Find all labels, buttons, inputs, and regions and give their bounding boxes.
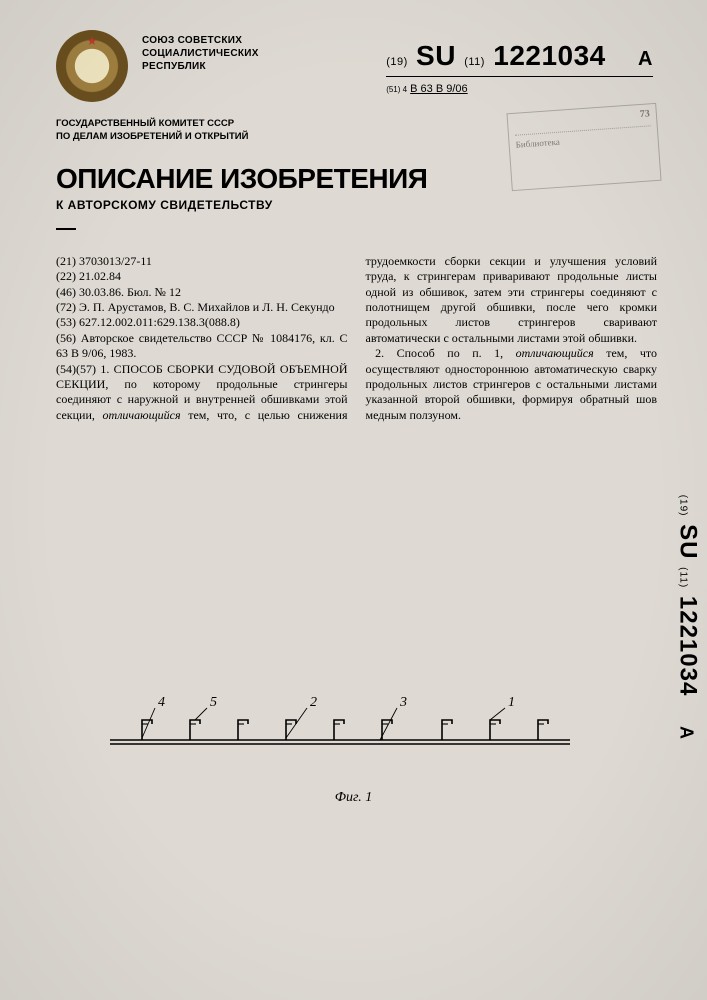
- committee-line-2: ПО ДЕЛАМ ИЗОБРЕТЕНИЙ И ОТКРЫТИЙ: [56, 131, 248, 144]
- title-main: ОПИСАНИЕ ИЗОБРЕТЕНИЯ: [56, 163, 427, 195]
- title-block: ОПИСАНИЕ ИЗОБРЕТЕНИЯ К АВТОРСКОМУ СВИДЕТ…: [56, 163, 427, 230]
- doc-number-block: (19) SU (11) 1221034 A (51) 4 B 63 B 9/0…: [386, 40, 653, 95]
- doc-number-value: 1221034: [493, 40, 606, 71]
- side-suffix: A: [676, 726, 696, 740]
- class-value: B 63 B 9/06: [410, 83, 468, 95]
- committee-name: ГОСУДАРСТВЕННЫЙ КОМИТЕТ СССР ПО ДЕЛАМ ИЗ…: [56, 118, 248, 144]
- side-number: 1221034: [674, 596, 701, 696]
- side-su: SU: [674, 524, 701, 559]
- title-sub: К АВТОРСКОМУ СВИДЕТЕЛЬСТВУ: [56, 198, 427, 212]
- doc-prefix-11: (11): [464, 56, 485, 68]
- title-rule: [56, 228, 76, 230]
- doc-su: SU: [416, 40, 456, 71]
- line-21: (21) 3703013/27-11: [56, 254, 348, 269]
- union-line-1: СОЮЗ СОВЕТСКИХ: [142, 34, 259, 47]
- claim-2-b: отличающийся: [516, 346, 594, 360]
- claim-2-a: 2. Способ по п. 1,: [375, 346, 516, 360]
- classification-line: (51) 4 B 63 B 9/06: [386, 76, 653, 95]
- line-72: (72) Э. П. Арустамов, В. С. Михайлов и Л…: [56, 300, 348, 315]
- side-prefix-11: (11): [677, 567, 688, 588]
- line-53: (53) 627.12.002.011:629.138.3(088.8): [56, 315, 348, 330]
- claim-1-b: отличающийся: [103, 408, 181, 422]
- union-name: СОЮЗ СОВЕТСКИХ СОЦИАЛИСТИЧЕСКИХ РЕСПУБЛИ…: [142, 30, 259, 73]
- figure-caption: Фиг. 1: [0, 790, 707, 806]
- committee-line-1: ГОСУДАРСТВЕННЫЙ КОМИТЕТ СССР: [56, 118, 248, 131]
- doc-prefix-19: (19): [386, 56, 408, 68]
- figure-svg: 4 5 2 3 1: [100, 680, 580, 780]
- doc-number: (19) SU (11) 1221034 A: [386, 40, 653, 72]
- line-46: (46) 30.03.86. Бюл. № 12: [56, 285, 348, 300]
- figure-1: 4 5 2 3 1: [100, 680, 580, 780]
- svg-text:4: 4: [158, 695, 165, 710]
- line-22: (22) 21.02.84: [56, 269, 348, 284]
- body-text: (21) 3703013/27-11 (22) 21.02.84 (46) 30…: [56, 254, 657, 423]
- union-line-2: СОЦИАЛИСТИЧЕСКИХ: [142, 47, 259, 60]
- svg-text:1: 1: [508, 695, 515, 710]
- svg-text:5: 5: [210, 695, 217, 710]
- side-prefix-19: (19): [677, 495, 688, 517]
- svg-text:2: 2: [310, 695, 317, 710]
- union-line-3: РЕСПУБЛИК: [142, 60, 259, 73]
- claim-2: 2. Способ по п. 1, отличающийся тем, что…: [366, 346, 658, 423]
- doc-suffix: A: [638, 48, 653, 70]
- class-prefix: (51) 4: [386, 85, 407, 94]
- line-56: (56) Авторское свидетельство СССР № 1084…: [56, 331, 348, 362]
- svg-text:3: 3: [399, 695, 407, 710]
- library-stamp: 73 Библиотека: [506, 103, 661, 191]
- soviet-emblem-icon: [56, 30, 128, 102]
- side-doc-number: (19) SU (11) 1221034 A: [673, 495, 701, 740]
